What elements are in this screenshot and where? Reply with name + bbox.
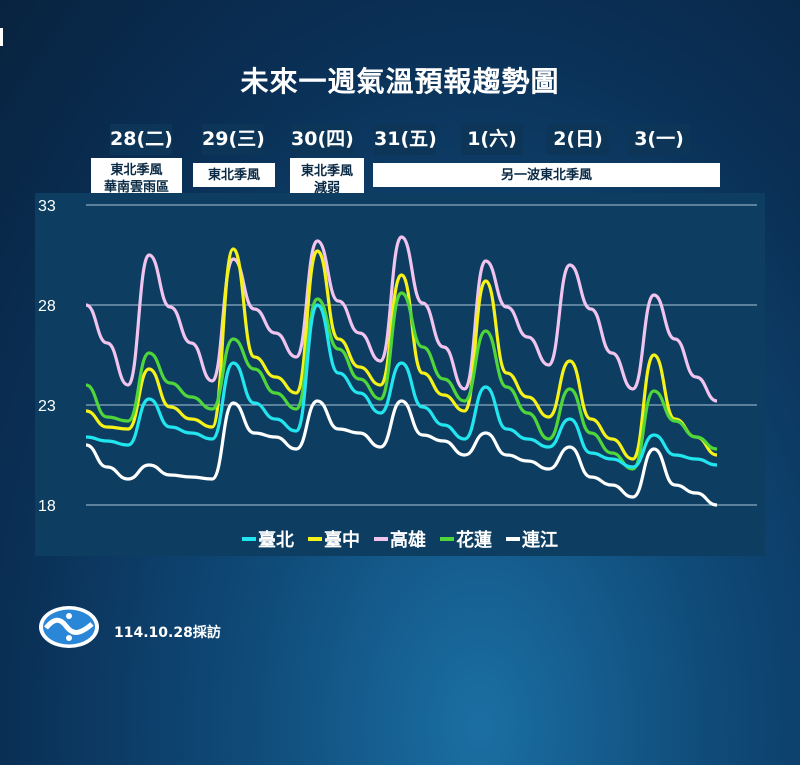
y-tick-label: 28	[38, 298, 56, 315]
series-line-1	[85, 247, 718, 461]
cwa-logo	[39, 606, 99, 648]
series-line-4	[85, 399, 718, 507]
legend-swatch	[506, 537, 520, 541]
note-line: 減弱	[313, 181, 340, 196]
legend: 臺北 臺中 高雄 花蓮 連江	[0, 526, 800, 552]
y-tick-label: 33	[38, 198, 56, 215]
y-tick-label: 23	[38, 398, 56, 415]
legend-item: 花蓮	[440, 526, 492, 552]
note-line: 東北季風	[110, 163, 163, 178]
day-label: 28(二)	[110, 124, 173, 155]
note-line: 東北季風	[207, 167, 260, 183]
window-edge-mark	[0, 28, 3, 46]
weather-note: 東北季風	[193, 163, 275, 187]
legend-label: 花蓮	[456, 530, 492, 551]
series-line-3	[85, 291, 718, 471]
note-line: 華南雲雨區	[103, 180, 169, 195]
legend-swatch	[242, 537, 256, 541]
legend-swatch	[440, 537, 454, 541]
day-label: 1(六)	[461, 124, 523, 155]
weather-note: 另一波東北季風	[373, 163, 720, 187]
legend-label: 高雄	[390, 530, 426, 551]
y-tick-label: 18	[38, 498, 56, 515]
legend-item: 臺北	[242, 526, 294, 552]
legend-swatch	[374, 537, 388, 541]
day-label: 30(四)	[291, 124, 354, 155]
series-line-0	[85, 303, 718, 469]
legend-label: 連江	[522, 530, 558, 551]
day-label: 2(日)	[547, 124, 609, 155]
chart-title: 未來一週氣溫預報趨勢圖	[240, 65, 560, 98]
legend-swatch	[308, 537, 322, 541]
series-line-2	[85, 235, 718, 403]
day-label: 3(一)	[628, 124, 690, 155]
legend-label: 臺中	[324, 530, 360, 551]
legend-item: 連江	[506, 526, 558, 552]
legend-item: 臺中	[308, 526, 360, 552]
note-line: 另一波東北季風	[500, 167, 592, 183]
source-date: 114.10.28採訪	[114, 625, 221, 641]
day-label: 31(五)	[374, 124, 437, 155]
legend-label: 臺北	[258, 530, 294, 551]
legend-item: 高雄	[374, 526, 426, 552]
note-line: 東北季風	[300, 164, 353, 179]
day-label: 29(三)	[202, 124, 265, 155]
